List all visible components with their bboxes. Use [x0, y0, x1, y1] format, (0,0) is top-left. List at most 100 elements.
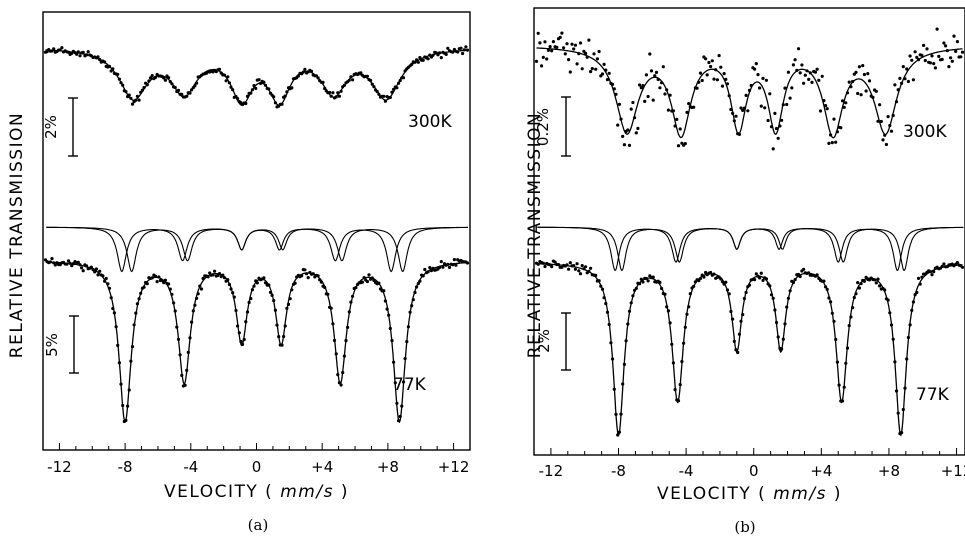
data-point	[747, 88, 752, 92]
data-point	[906, 79, 911, 84]
data-point	[704, 57, 708, 61]
data-point	[563, 52, 567, 56]
data-point	[888, 311, 892, 315]
data-point	[597, 279, 601, 283]
x-axis-unit: mm/s	[280, 482, 334, 502]
data-point	[742, 296, 747, 301]
data-point	[370, 82, 374, 86]
data-point	[810, 80, 814, 84]
data-point	[920, 53, 924, 58]
data-point	[847, 324, 851, 328]
data-point	[832, 319, 836, 323]
data-point	[856, 91, 860, 96]
data-point	[360, 280, 364, 284]
data-point	[157, 275, 161, 279]
data-point	[550, 49, 554, 53]
data-point	[712, 272, 716, 276]
data-point	[190, 88, 194, 92]
data-point	[277, 335, 281, 339]
data-point	[180, 92, 184, 96]
x-tick-label: 0	[749, 462, 759, 480]
data-point	[538, 41, 542, 45]
data-point	[709, 270, 713, 275]
data-point	[734, 114, 738, 118]
data-point	[942, 41, 946, 45]
data-point	[109, 296, 113, 300]
data-point	[81, 50, 85, 54]
x-tick-label: -4	[679, 462, 694, 480]
data-point	[842, 385, 846, 389]
data-point	[329, 94, 333, 98]
data-point	[920, 275, 924, 279]
data-point	[676, 399, 681, 403]
data-point	[847, 80, 851, 84]
data-point	[222, 73, 227, 77]
data-point	[790, 86, 794, 90]
data-point	[413, 60, 417, 64]
data-point	[923, 58, 927, 63]
data-point	[663, 292, 667, 296]
data-point	[604, 68, 608, 72]
data-point	[185, 368, 189, 372]
data-point	[173, 85, 177, 90]
data-point	[555, 45, 559, 50]
data-point	[247, 300, 251, 305]
data-point	[252, 284, 256, 288]
data-point	[565, 42, 569, 46]
data-point	[720, 280, 725, 284]
data-point	[568, 261, 572, 265]
data-point	[275, 323, 279, 327]
data-point	[685, 110, 689, 114]
data-point	[813, 70, 818, 74]
data-point	[283, 324, 287, 328]
x-axis-label: VELOCITY ( mm/s )	[657, 484, 842, 504]
data-point	[117, 361, 121, 365]
data-point	[578, 272, 583, 276]
x-axis-unit: mm/s	[773, 484, 827, 504]
data-point	[290, 288, 294, 292]
data-point	[724, 280, 728, 284]
data-point	[600, 287, 605, 291]
data-point	[840, 99, 845, 103]
data-point	[829, 133, 833, 137]
data-point	[385, 307, 389, 311]
data-point	[418, 279, 422, 283]
data-point	[286, 302, 291, 306]
data-point	[854, 292, 858, 296]
data-point	[580, 264, 584, 268]
data-point	[176, 337, 181, 341]
data-point	[575, 262, 579, 266]
data-point	[822, 279, 826, 283]
data-point	[732, 119, 736, 123]
data-point	[886, 115, 890, 119]
data-point	[945, 49, 949, 53]
data-point	[595, 57, 600, 61]
data-point	[622, 362, 627, 366]
data-point	[383, 299, 387, 303]
data-point	[382, 94, 386, 98]
data-point	[725, 82, 730, 86]
data-point	[410, 62, 414, 66]
data-point	[746, 109, 750, 113]
data-point	[213, 269, 217, 273]
data-point	[834, 140, 838, 144]
data-point	[644, 73, 649, 77]
data-point	[673, 388, 677, 392]
data-point	[577, 269, 581, 273]
data-point	[65, 262, 69, 266]
data-point	[673, 124, 677, 128]
data-point	[940, 57, 944, 62]
data-point	[839, 126, 843, 130]
data-point	[572, 47, 576, 51]
data-point	[910, 58, 914, 62]
data-point	[242, 337, 246, 342]
data-point	[372, 278, 376, 282]
data-point	[619, 117, 623, 121]
data-point	[81, 269, 85, 273]
data-point	[421, 58, 425, 62]
data-point	[881, 138, 885, 142]
data-point	[830, 141, 834, 145]
data-point	[124, 90, 128, 94]
data-point	[170, 292, 174, 296]
data-point	[562, 46, 566, 50]
